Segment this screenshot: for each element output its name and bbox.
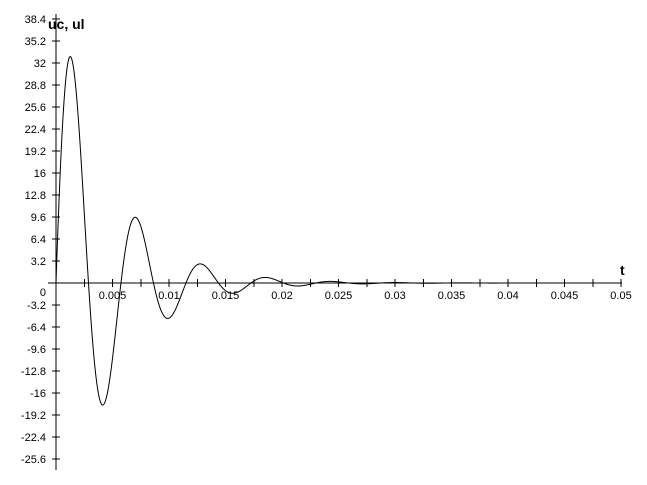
x-tick-label: 0.005	[99, 290, 127, 302]
y-tick-label: 22.4	[25, 124, 46, 136]
x-tick-label: 0.05	[610, 290, 631, 302]
y-tick-label: 35.2	[25, 36, 46, 48]
x-tick-label: 0.01	[158, 290, 179, 302]
y-tick-label: 38.4	[25, 14, 46, 26]
series-curve	[55, 56, 622, 406]
x-tick-label: 0.03	[384, 290, 405, 302]
y-axis-title: uc, ul	[48, 16, 85, 32]
y-tick-label: -6.4	[27, 322, 46, 334]
y-tick-label: -9.6	[27, 344, 46, 356]
y-axis-tick-labels: 38.4 35.2 32 28.8 25.6 22.4 19.2 16 12.8 9.6 6.4 3.…	[21, 14, 46, 466]
x-tick-label: 0.045	[551, 290, 579, 302]
y-tick-label: 32	[34, 58, 46, 70]
y-tick-label: -3.2	[27, 300, 46, 312]
x-tick-label: 0.04	[497, 290, 518, 302]
x-tick-label: 0.025	[325, 290, 353, 302]
y-tick-label: 9.6	[31, 212, 46, 224]
y-tick-label: 25.6	[25, 102, 46, 114]
y-tick-label: 16	[34, 168, 46, 180]
x-tick-label: 0.015	[212, 290, 240, 302]
y-tick-label: 28.8	[25, 80, 46, 92]
y-tick-label: 3.2	[31, 256, 46, 268]
y-tick-label: -25.6	[21, 454, 46, 466]
y-tick-label: -12.8	[21, 366, 46, 378]
y-tick-label: 0	[40, 287, 46, 299]
x-axis-title: t	[620, 262, 625, 278]
y-tick-label: 19.2	[25, 146, 46, 158]
y-tick-label: 12.8	[25, 190, 46, 202]
x-tick-label: 0.035	[438, 290, 466, 302]
y-tick-label: 6.4	[31, 234, 46, 246]
x-axis-tick-labels: 0.005 0.01 0.015 0.02 0.025 0.03 0.035 0.04 0.04…	[99, 290, 632, 302]
y-tick-label: -22.4	[21, 432, 46, 444]
y-tick-label: -16	[30, 388, 46, 400]
y-tick-label: -19.2	[21, 410, 46, 422]
x-tick-label: 0.02	[271, 290, 292, 302]
